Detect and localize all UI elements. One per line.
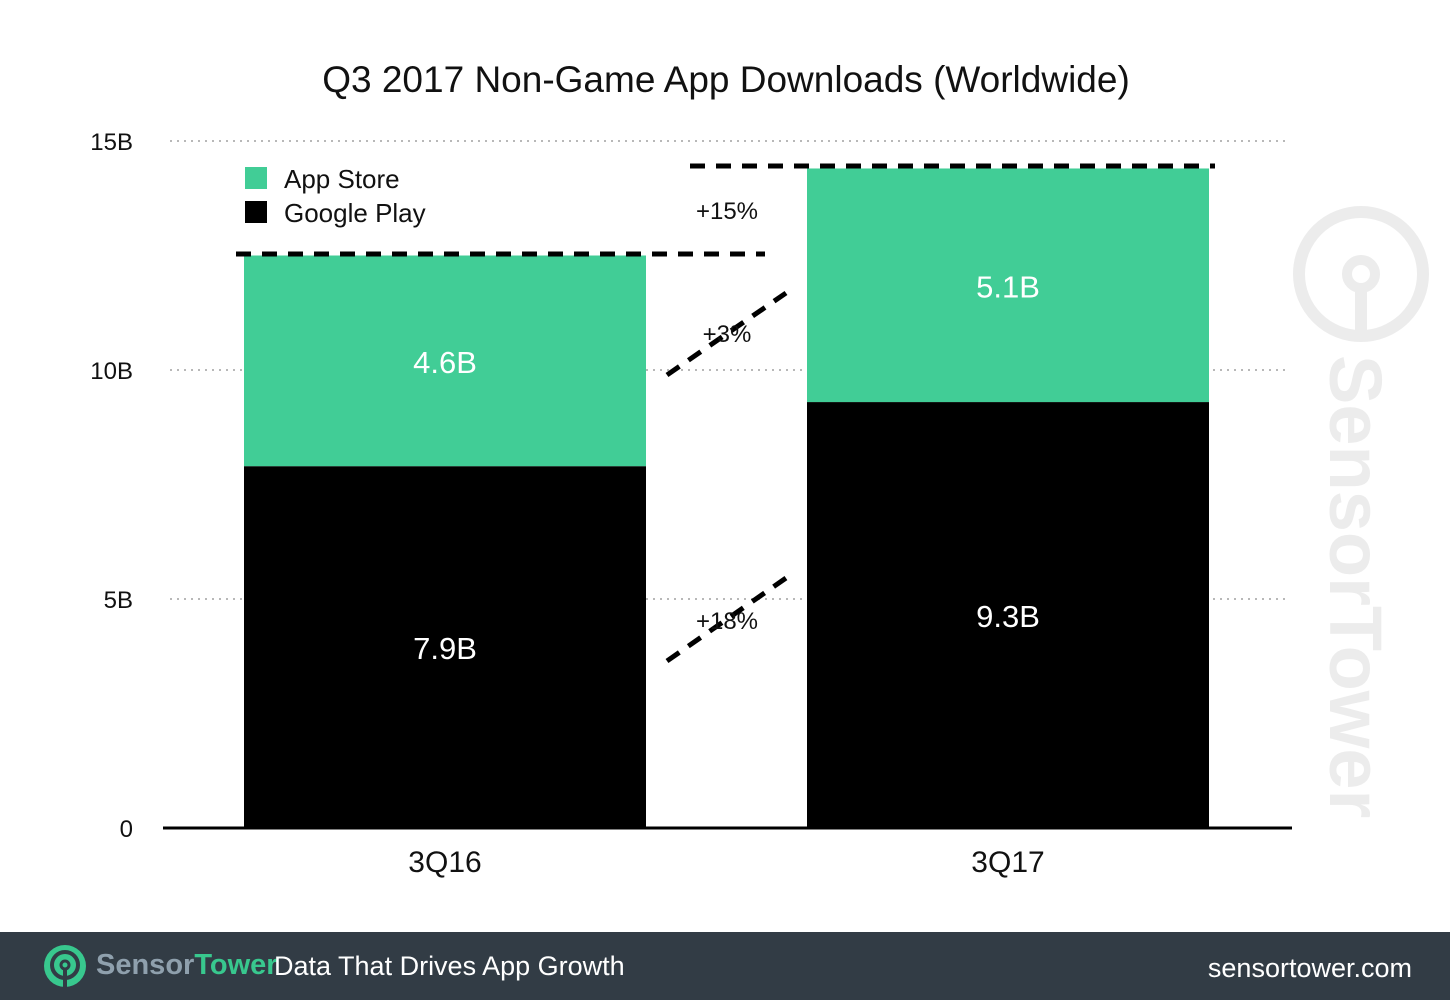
total-growth-label: +15% [696, 198, 758, 225]
app-store-growth-label: +3% [703, 321, 752, 348]
footer-tagline: Data That Drives App Growth [274, 951, 625, 981]
footer-brand: SensorTower [96, 948, 278, 982]
x-tick-label-3q16: 3Q16 [408, 846, 481, 879]
legend-label-google-play: Google Play [284, 198, 426, 228]
y-tick-label-15b: 15B [90, 129, 133, 156]
bar-3q16-app-store [244, 255, 646, 467]
x-axis-ticks: 3Q16 3Q17 [408, 846, 1044, 879]
data-label-3q17-google-play: 9.3B [976, 599, 1040, 634]
footer: SensorTower Data That Drives App Growth … [0, 932, 1450, 1000]
y-axis-ticks: 0 5B 10B 15B [90, 129, 133, 843]
bar-3q17-app-store [807, 168, 1209, 403]
data-label-3q16-app-store: 4.6B [413, 345, 477, 380]
y-tick-label-0: 0 [120, 816, 133, 843]
chart-title: Q3 2017 Non-Game App Downloads (Worldwid… [322, 59, 1130, 100]
y-tick-label-5b: 5B [104, 587, 133, 614]
data-label-3q16-google-play: 7.9B [413, 631, 477, 666]
footer-url[interactable]: sensortower.com [1207, 953, 1412, 983]
bar-3q17-google-play [807, 402, 1209, 828]
legend: App Store Google Play [245, 164, 426, 228]
footer-brand-sensor: Sensor [96, 949, 195, 981]
watermark-text: SensorTower [1314, 355, 1397, 818]
bars [244, 168, 1209, 828]
chart: Q3 2017 Non-Game App Downloads (Worldwid… [90, 59, 1429, 879]
x-tick-label-3q17: 3Q17 [971, 846, 1044, 879]
sensortower-logo-icon [44, 945, 86, 987]
y-tick-label-10b: 10B [90, 358, 133, 385]
legend-swatch-google-play [245, 201, 267, 223]
legend-swatch-app-store [245, 167, 267, 189]
legend-label-app-store: App Store [284, 164, 400, 194]
bar-3q16-google-play [244, 466, 646, 828]
watermark: SensorTower [1293, 206, 1429, 818]
footer-brand-tower: Tower [194, 949, 278, 981]
data-labels: 7.9B 4.6B 9.3B 5.1B [413, 269, 1040, 666]
growth-annotations: +15% +3% +18% [236, 163, 1215, 664]
data-label-3q17-app-store: 5.1B [976, 269, 1040, 304]
google-play-growth-label: +18% [696, 608, 758, 635]
